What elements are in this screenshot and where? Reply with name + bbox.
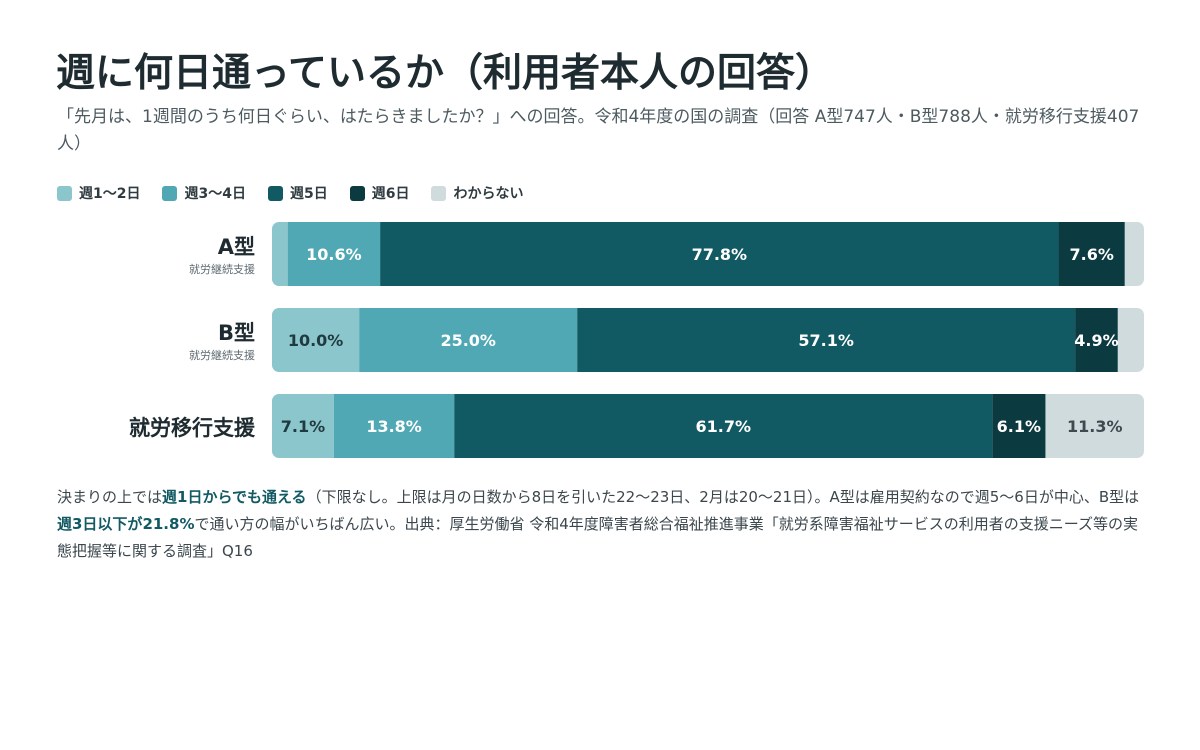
bar-segment-r2-s3 bbox=[577, 308, 1076, 372]
footnote-highlight-1: 週1日からでも通える bbox=[162, 488, 307, 506]
footnote-highlight-2: 週3日以下が21.8% bbox=[57, 515, 195, 533]
bar-row-2 bbox=[272, 308, 1144, 372]
legend-swatch-3 bbox=[267, 185, 283, 201]
data-label-r2-s4: 4.9% bbox=[1074, 331, 1118, 350]
category-label-3: 就労移行支援 bbox=[129, 416, 256, 440]
data-label-r2-s3: 57.1% bbox=[798, 331, 854, 350]
footnote: 決まりの上では週1日からでも通える（下限なし。上限は月の日数から8日を引いた22… bbox=[57, 484, 1147, 565]
bar-segment-r3-s1 bbox=[272, 394, 334, 458]
legend-item-1: 週1〜2日 bbox=[57, 183, 140, 203]
data-label-r1-s3: 77.8% bbox=[692, 245, 748, 264]
chart-subtitle: 「先月は、1週間のうち何日ぐらい、はたらきましたか？」への回答。令和4年度の国の… bbox=[57, 107, 1140, 154]
data-label-r2-s1: 10.0% bbox=[288, 331, 344, 350]
legend-item-4: 週6日 bbox=[349, 183, 410, 203]
legend-item-5: わからない bbox=[431, 183, 523, 203]
legend-swatch-4 bbox=[349, 185, 365, 201]
bar-segment-r1-s3 bbox=[380, 222, 1059, 286]
data-label-r3-s5: 11.3% bbox=[1067, 417, 1123, 436]
legend-item-3: 週5日 bbox=[267, 183, 328, 203]
bar-segment-r2-s2 bbox=[359, 308, 578, 372]
footnote-part-3: で通い方の幅がいちばん広い。出典：厚生労働省 令和4年度障害者総合福祉推進事業「… bbox=[57, 515, 1139, 560]
bar-segment-r1-s1 bbox=[272, 222, 288, 286]
category-label-2: B型 bbox=[218, 321, 255, 345]
bar-segment-r1-s4 bbox=[1058, 222, 1125, 286]
data-label-r3-s1: 7.1% bbox=[281, 417, 325, 436]
bar-segment-r1-s5 bbox=[1124, 222, 1144, 286]
category-label-1: A型 bbox=[218, 235, 255, 259]
data-label-r1-s2: 10.6% bbox=[306, 245, 362, 264]
bar-segment-r2-s1 bbox=[272, 308, 360, 372]
legend-item-2: 週3〜4日 bbox=[162, 183, 246, 203]
data-label-r2-s2: 25.0% bbox=[440, 331, 496, 350]
bar-segment-r3-s2 bbox=[333, 394, 455, 458]
legend-swatch-5 bbox=[431, 185, 447, 201]
footnote-part-1: 決まりの上では bbox=[57, 488, 163, 506]
legend-label-5: わからない bbox=[453, 186, 524, 202]
legend-label-3: 週5日 bbox=[289, 186, 328, 202]
legend: 週1〜2日 週3〜4日 週5日 週6日 わからない bbox=[57, 183, 523, 203]
data-label-r1-s4: 7.6% bbox=[1069, 245, 1113, 264]
legend-label-4: 週6日 bbox=[371, 186, 410, 202]
legend-label-1: 週1〜2日 bbox=[79, 186, 141, 202]
bar-row-3 bbox=[272, 394, 1144, 458]
chart-title: 週に何日通っているか（利用者本人の回答） bbox=[56, 51, 835, 96]
bar-segment-r2-s4 bbox=[1075, 308, 1118, 372]
category-sublabel-2: 就労継続支援 bbox=[189, 348, 255, 362]
footnote-part-2: （下限なし。上限は月の日数から8日を引いた22〜23日、2月は20〜21日）。A… bbox=[306, 488, 1140, 506]
legend-label-2: 週3〜4日 bbox=[184, 186, 246, 202]
data-label-r3-s3: 61.7% bbox=[696, 417, 752, 436]
bar-segment-r1-s2 bbox=[287, 222, 381, 286]
bar-segment-r3-s3 bbox=[454, 394, 993, 458]
data-label-r3-s4: 6.1% bbox=[997, 417, 1041, 436]
bar-segment-r3-s4 bbox=[992, 394, 1046, 458]
legend-swatch-2 bbox=[162, 185, 178, 201]
legend-swatch-1 bbox=[57, 185, 72, 201]
bar-row-1 bbox=[272, 222, 1144, 286]
data-label-r3-s2: 13.8% bbox=[366, 417, 422, 436]
bar-segment-r2-s5 bbox=[1117, 308, 1144, 372]
bar-segment-r3-s5 bbox=[1045, 394, 1144, 458]
category-sublabel-1: 就労継続支援 bbox=[189, 262, 255, 276]
